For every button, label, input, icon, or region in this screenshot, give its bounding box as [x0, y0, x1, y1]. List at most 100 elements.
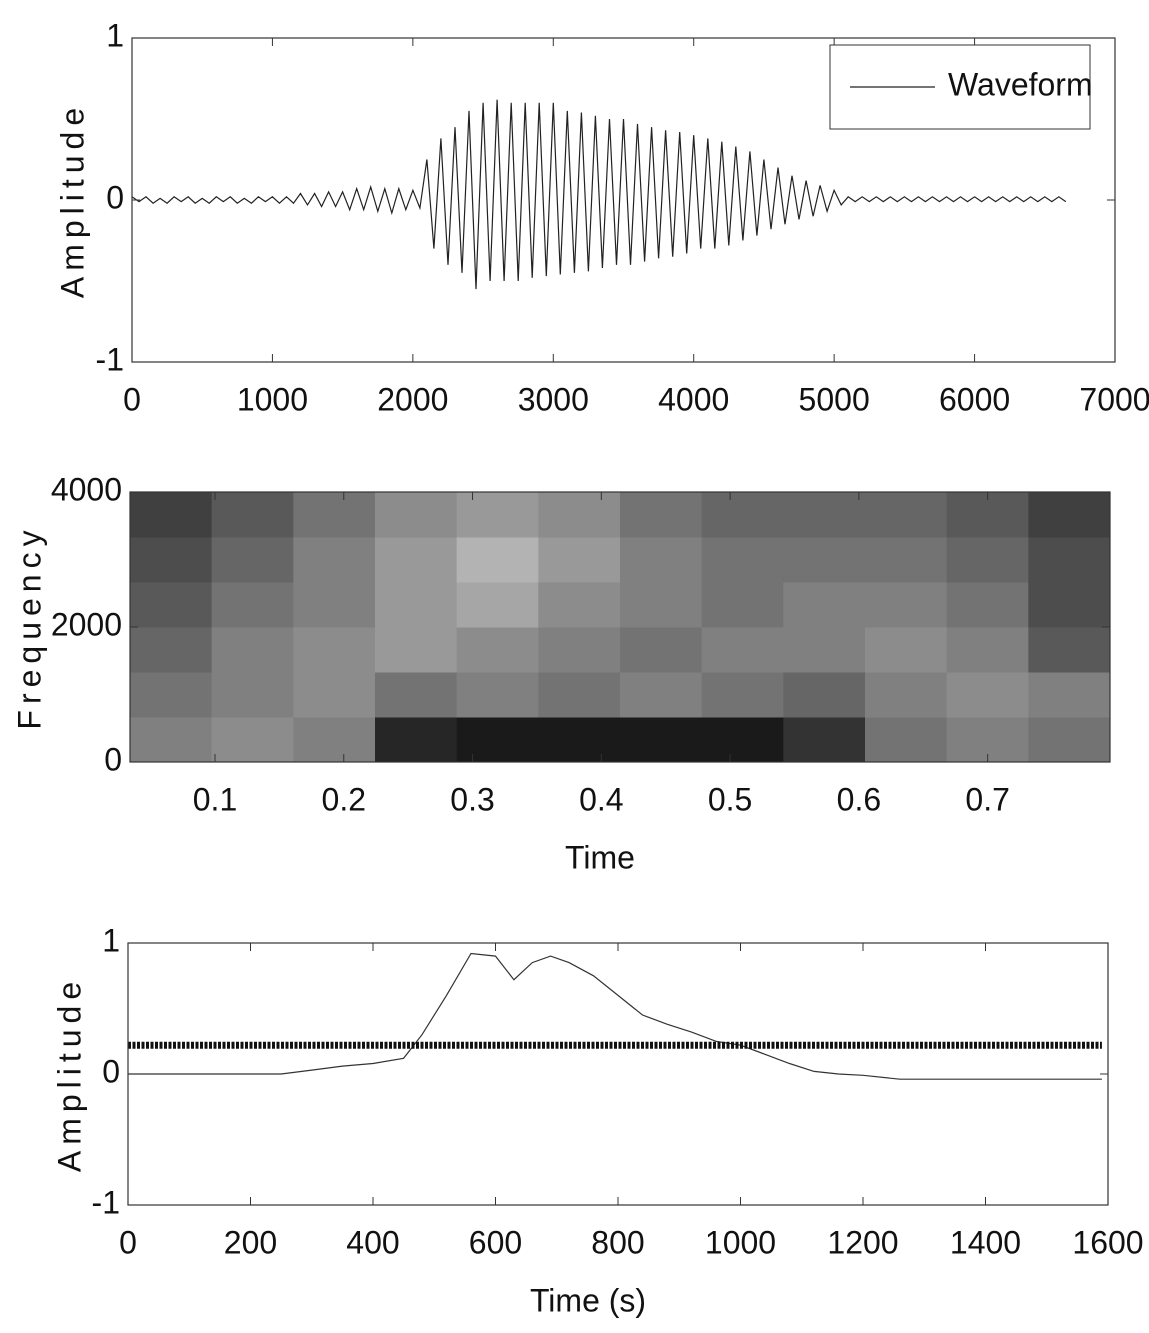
- y-tick-label: 0: [104, 741, 122, 777]
- heatmap-cell: [620, 672, 702, 718]
- heatmap-cell: [375, 582, 457, 628]
- x-tick-label: 1400: [950, 1224, 1021, 1260]
- x-tick-label: 1000: [237, 381, 308, 417]
- x-tick-label: 0.7: [965, 781, 1009, 817]
- x-tick-label: 7000: [1079, 381, 1149, 417]
- x-tick-label: 0.4: [579, 781, 623, 817]
- figure: 01000200030004000500060007000-101Amplitu…: [0, 0, 1149, 1333]
- heatmap-cell: [1028, 672, 1110, 718]
- heatmap-cell: [293, 582, 375, 628]
- x-tick-label: 0.6: [837, 781, 881, 817]
- heatmap-cell: [457, 582, 539, 628]
- heatmap-cell: [130, 492, 212, 538]
- heatmap-cell: [375, 537, 457, 583]
- heatmap-cell: [865, 672, 947, 718]
- heatmap-cell: [702, 582, 784, 628]
- heatmap-cell: [212, 492, 294, 538]
- y-tick-label: 1: [102, 922, 120, 958]
- heatmap-cell: [947, 582, 1029, 628]
- x-tick-label: 1000: [705, 1224, 776, 1260]
- heatmap-cell: [620, 717, 702, 763]
- heatmap-cell: [1028, 492, 1110, 538]
- heatmap-cell: [702, 492, 784, 538]
- x-tick-label: 6000: [939, 381, 1010, 417]
- heatmap-cell: [538, 717, 620, 763]
- heatmap-cell: [1028, 537, 1110, 583]
- heatmap-cell: [947, 672, 1029, 718]
- heatmap-cell: [130, 627, 212, 673]
- heatmap-cell: [375, 672, 457, 718]
- x-tick-label: 1600: [1072, 1224, 1143, 1260]
- heatmap-cell: [1028, 582, 1110, 628]
- heatmap-cell: [457, 492, 539, 538]
- x-tick-label: 2000: [377, 381, 448, 417]
- y-axis-label: Amplitude: [54, 102, 90, 298]
- heatmap-cell: [538, 672, 620, 718]
- x-tick-label: 0.1: [193, 781, 237, 817]
- heatmap-cell: [865, 537, 947, 583]
- y-tick-label: 4000: [51, 471, 122, 507]
- heatmap-cell: [130, 672, 212, 718]
- heatmap-cell: [212, 582, 294, 628]
- x-tick-label: 0: [123, 381, 141, 417]
- heatmap-cell: [293, 627, 375, 673]
- y-tick-label: 2000: [51, 606, 122, 642]
- heatmap-cell: [375, 627, 457, 673]
- x-tick-label: 800: [591, 1224, 644, 1260]
- heatmap-cell: [130, 582, 212, 628]
- x-tick-label: 3000: [518, 381, 589, 417]
- subplot: 02004006008001000120014001600-101Time (s…: [51, 922, 1143, 1318]
- y-tick-label: -1: [92, 1184, 120, 1220]
- heatmap-cell: [457, 672, 539, 718]
- x-tick-label: 5000: [799, 381, 870, 417]
- heatmap-cell: [130, 717, 212, 763]
- x-tick-label: 600: [469, 1224, 522, 1260]
- heatmap-cell: [457, 537, 539, 583]
- heatmap-cell: [538, 537, 620, 583]
- heatmap-cell: [783, 537, 865, 583]
- x-tick-label: 1200: [827, 1224, 898, 1260]
- heatmap-cell: [130, 537, 212, 583]
- heatmap-cell: [538, 492, 620, 538]
- heatmap-cell: [212, 537, 294, 583]
- heatmap-cell: [783, 492, 865, 538]
- heatmap-cell: [212, 717, 294, 763]
- x-tick-label: 0: [119, 1224, 137, 1260]
- heatmap-cell: [375, 492, 457, 538]
- heatmap-cell: [865, 627, 947, 673]
- heatmap-cell: [620, 582, 702, 628]
- x-tick-label: 400: [346, 1224, 399, 1260]
- y-axis-label: Amplitude: [51, 976, 87, 1172]
- x-tick-label: 4000: [658, 381, 729, 417]
- heatmap-cell: [293, 537, 375, 583]
- y-axis-label: Frequency: [11, 524, 47, 729]
- heatmap-cell: [212, 627, 294, 673]
- y-tick-label: -1: [96, 341, 124, 377]
- heatmap-cell: [1028, 717, 1110, 763]
- heatmap-cell: [457, 627, 539, 673]
- heatmap-cell: [865, 492, 947, 538]
- heatmap-cell: [1028, 627, 1110, 673]
- heatmap-cell: [865, 582, 947, 628]
- heatmap-cell: [620, 492, 702, 538]
- heatmap-cell: [702, 672, 784, 718]
- heatmap-cell: [702, 627, 784, 673]
- heatmap-cell: [947, 627, 1029, 673]
- heatmap-cell: [947, 537, 1029, 583]
- y-tick-label: 0: [106, 179, 124, 215]
- heatmap-cell: [702, 537, 784, 583]
- heatmap-cell: [457, 717, 539, 763]
- heatmap-cell: [783, 717, 865, 763]
- x-tick-label: 0.2: [322, 781, 366, 817]
- x-axis-label: Time: [565, 839, 635, 875]
- x-tick-label: 0.3: [450, 781, 494, 817]
- heatmap-cell: [538, 627, 620, 673]
- heatmap-cell: [783, 627, 865, 673]
- y-tick-label: 0: [102, 1053, 120, 1089]
- x-tick-label: 0.5: [708, 781, 752, 817]
- heatmap-cell: [293, 717, 375, 763]
- heatmap-cell: [375, 717, 457, 763]
- heatmap-cell: [620, 627, 702, 673]
- heatmap-cell: [783, 672, 865, 718]
